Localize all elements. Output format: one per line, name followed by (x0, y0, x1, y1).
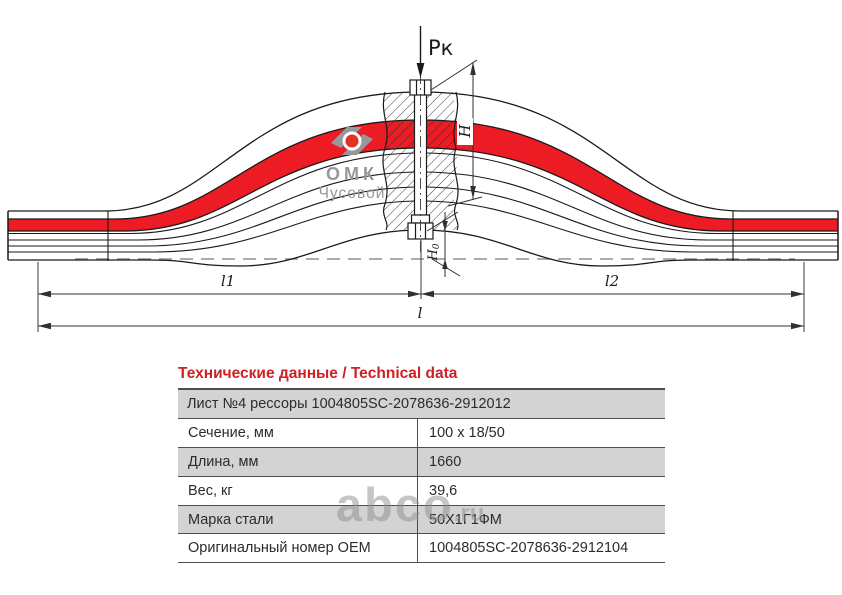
leaf-6 (8, 201, 838, 266)
load-arrowhead (416, 63, 425, 78)
omk-logo-text: ОМК (326, 164, 378, 184)
technical-data-section: Технические данные / Technical data Лист… (178, 365, 665, 564)
dimension-h0: H0 (426, 211, 461, 277)
dim-l-label: l (418, 304, 423, 322)
manufacturer-watermark: ОМК Чусовой (302, 124, 402, 202)
load-force: Рк (416, 26, 453, 78)
row-label: Оригинальный номер OEM (188, 540, 371, 557)
row-label: Марка стали (188, 511, 274, 528)
dim-h0-label: H0 (426, 243, 442, 261)
dim-l1-label: l1 (221, 272, 235, 290)
table-row: Сечение, мм 100 x 18/50 (178, 418, 665, 448)
table-row: Длина, мм 1660 (178, 447, 665, 477)
load-label: Рк (428, 36, 453, 60)
dimension-l1: l1 (38, 272, 421, 298)
row-label: Длина, мм (188, 453, 259, 470)
row-value: 1004805SC-2078636-2912104 (417, 534, 665, 563)
row-value: 50Х1Г1ФМ (417, 505, 665, 534)
row-label: Вес, кг (188, 482, 233, 499)
row-value: 100 x 18/50 (417, 418, 665, 447)
leaf-spring-drawing: Рк H H0 (7, 26, 839, 332)
dimension-h: H (430, 59, 483, 207)
center-bolt (407, 73, 434, 254)
omk-logo-icon (331, 127, 373, 155)
extension-lines (37, 240, 805, 332)
dim-h-label: H (456, 124, 474, 139)
section-title: Технические данные / Technical data (178, 365, 458, 382)
row-value: 1660 (417, 447, 665, 476)
dim-l2-label: l2 (605, 272, 619, 290)
dimension-l: l (38, 304, 804, 330)
leaf-3 (8, 153, 838, 240)
row-label: Сечение, мм (188, 424, 274, 441)
spec-table: Лист №4 рессоры 1004805SC-2078636-291201… (178, 388, 665, 564)
omk-logo-city: Чусовой (318, 185, 386, 202)
leaf-2-highlighted (8, 120, 838, 231)
table-header-row: Лист №4 рессоры 1004805SC-2078636-291201… (178, 390, 665, 419)
table-row: Вес, кг 39,6 (178, 476, 665, 506)
table-header-text: Лист №4 рессоры 1004805SC-2078636-291201… (187, 395, 511, 412)
row-value: 39,6 (417, 476, 665, 505)
bolt-shaft (413, 93, 428, 216)
leaf-1 (8, 92, 838, 219)
table-row: Марка стали 50Х1Г1ФМ (178, 505, 665, 535)
table-row: Оригинальный номер OEM 1004805SC-2078636… (178, 534, 665, 564)
dimension-l2: l2 (421, 272, 804, 298)
